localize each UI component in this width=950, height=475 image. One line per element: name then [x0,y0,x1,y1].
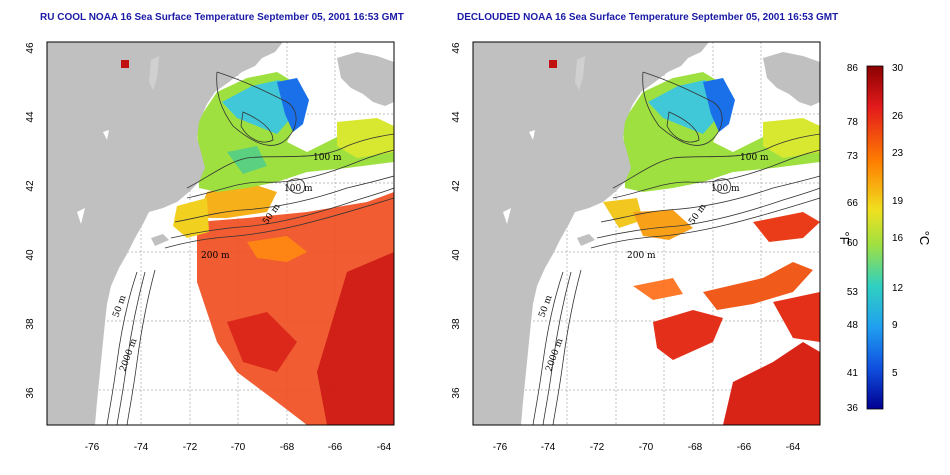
celsius-tick: 26 [892,111,904,122]
right-lat-tick: 36 [451,387,462,399]
left-lon-tick: -76 [85,442,100,453]
fahrenheit-tick: 78 [847,117,859,128]
left-lat-tick: 46 [25,42,36,54]
left-lat-tick: 36 [25,387,36,399]
left-contour-label-2: 100 m [284,184,313,194]
fahrenheit-tick: 36 [847,403,859,414]
left-lon-tick: -64 [377,442,392,453]
right-lon-tick: -68 [688,442,703,453]
right-warm-patches [653,310,723,360]
left-map [46,41,395,426]
right-lon-tick: -64 [786,442,801,453]
right-map [472,41,821,426]
right-lat-tick: 42 [451,180,462,192]
right-lon-tick: -66 [737,442,752,453]
right-lon-tick: -74 [541,442,556,453]
celsius-tick: 19 [892,196,904,207]
left-lon-tick: -72 [183,442,198,453]
left-lon-tick: -68 [280,442,295,453]
left-lat-tick: 40 [25,249,36,261]
left-lon-tick: -70 [231,442,246,453]
left-map-title: RU COOL NOAA 16 Sea Surface Temperature … [40,12,404,23]
fahrenheit-unit-label: °F [837,231,852,244]
right-y-axis: 46 44 42 40 38 36 [451,42,462,399]
right-contour-label-2: 100 m [711,184,740,194]
fahrenheit-tick: 41 [847,368,859,379]
right-x-axis: -76 -74 -72 -70 -68 -66 -64 [493,442,801,453]
fahrenheit-tick: 86 [847,63,859,74]
left-x-axis: -76 -74 -72 -70 -68 -66 -64 [85,442,392,453]
right-contour-label-4: 200 m [627,251,656,261]
right-lat-tick: 44 [451,111,462,123]
right-lat-tick: 38 [451,318,462,330]
celsius-tick: 9 [892,320,898,331]
colorbar: 86 78 73 66 60 53 48 41 36 30 26 23 19 1… [837,63,932,414]
fahrenheit-tick: 48 [847,320,859,331]
right-lon-tick: -76 [493,442,508,453]
fahrenheit-tick: 73 [847,151,859,162]
right-map-title: DECLOUDED NOAA 16 Sea Surface Temperatur… [457,12,839,23]
left-contour-label-1: 100 m [313,153,342,163]
right-contour-label-1: 100 m [740,153,769,163]
celsius-tick: 12 [892,283,904,294]
fahrenheit-tick: 66 [847,198,859,209]
left-contour-label-4: 200 m [201,251,230,261]
left-y-axis: 46 44 42 40 38 36 [25,42,36,399]
celsius-tick: 5 [892,368,898,379]
fahrenheit-tick: 60 [847,238,859,249]
left-lon-tick: -66 [328,442,343,453]
colorbar-gradient [866,65,884,410]
left-lat-tick: 42 [25,180,36,192]
celsius-tick: 30 [892,63,904,74]
left-lon-tick: -74 [134,442,149,453]
celsius-tick: 23 [892,148,904,159]
right-lat-tick: 46 [451,42,462,54]
left-lat-tick: 38 [25,318,36,330]
right-lat-tick: 40 [451,249,462,261]
celsius-unit-label: °C [917,231,932,246]
right-lon-tick: -70 [639,442,654,453]
celsius-tick: 16 [892,233,904,244]
right-lon-tick: -72 [590,442,605,453]
left-lat-tick: 44 [25,111,36,123]
fahrenheit-tick: 53 [847,287,859,298]
